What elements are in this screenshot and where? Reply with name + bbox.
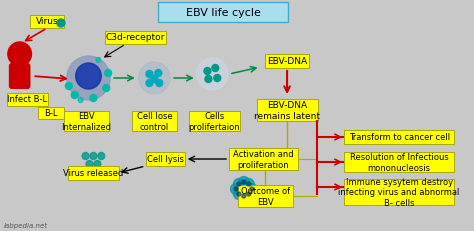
- Text: Outcome of
EBV: Outcome of EBV: [241, 186, 290, 206]
- Text: C3d-receptor: C3d-receptor: [106, 33, 165, 42]
- Circle shape: [76, 64, 101, 90]
- Text: Transform to cancer cell: Transform to cancer cell: [348, 133, 450, 142]
- Circle shape: [57, 20, 65, 28]
- Text: Virus: Virus: [36, 17, 58, 26]
- FancyBboxPatch shape: [256, 100, 318, 122]
- Text: Infect B-L: Infect B-L: [8, 95, 47, 104]
- Circle shape: [96, 58, 101, 63]
- FancyBboxPatch shape: [344, 131, 454, 144]
- Circle shape: [90, 153, 97, 160]
- Circle shape: [237, 182, 241, 186]
- Circle shape: [247, 192, 251, 196]
- Circle shape: [234, 179, 244, 190]
- FancyBboxPatch shape: [7, 93, 48, 106]
- Circle shape: [155, 70, 162, 77]
- Circle shape: [138, 63, 170, 94]
- Circle shape: [238, 191, 249, 202]
- Circle shape: [237, 192, 241, 196]
- Circle shape: [146, 71, 153, 78]
- FancyBboxPatch shape: [9, 64, 30, 90]
- Text: Resolution of Infectious
mononucleosis: Resolution of Infectious mononucleosis: [350, 153, 448, 172]
- FancyBboxPatch shape: [158, 3, 288, 23]
- FancyBboxPatch shape: [132, 112, 177, 131]
- Circle shape: [98, 153, 105, 160]
- Text: Activation and
proliferation: Activation and proliferation: [233, 150, 294, 169]
- Circle shape: [94, 161, 101, 168]
- Circle shape: [204, 68, 211, 75]
- Circle shape: [65, 83, 72, 90]
- Circle shape: [246, 184, 257, 195]
- Circle shape: [230, 184, 241, 195]
- Circle shape: [197, 59, 228, 91]
- Text: Immune sysytem destroy
infecting virus and abnormal
B- cells: Immune sysytem destroy infecting virus a…: [338, 177, 460, 207]
- FancyBboxPatch shape: [189, 112, 240, 131]
- Circle shape: [71, 92, 78, 99]
- Text: Cell lose
control: Cell lose control: [137, 112, 172, 131]
- FancyBboxPatch shape: [64, 112, 109, 131]
- Circle shape: [205, 76, 212, 83]
- Circle shape: [105, 70, 111, 77]
- FancyBboxPatch shape: [30, 15, 64, 28]
- Circle shape: [103, 85, 109, 92]
- Circle shape: [86, 161, 93, 168]
- Circle shape: [234, 189, 244, 200]
- Circle shape: [156, 80, 163, 87]
- Text: B-L: B-L: [45, 109, 58, 118]
- Circle shape: [243, 189, 254, 200]
- Text: EBV life cycle: EBV life cycle: [186, 8, 261, 18]
- Circle shape: [151, 76, 158, 83]
- FancyBboxPatch shape: [344, 179, 454, 205]
- Text: Virus released: Virus released: [63, 169, 124, 178]
- FancyBboxPatch shape: [105, 31, 166, 44]
- Circle shape: [8, 43, 31, 67]
- FancyBboxPatch shape: [38, 108, 64, 119]
- Text: EBV
Internalized: EBV Internalized: [62, 112, 111, 131]
- Text: Cells
prolifertaion: Cells prolifertaion: [189, 112, 240, 131]
- FancyBboxPatch shape: [146, 152, 185, 166]
- Circle shape: [242, 194, 246, 198]
- Circle shape: [243, 179, 254, 190]
- Circle shape: [82, 153, 89, 160]
- Circle shape: [214, 75, 221, 82]
- Text: Cell lysis: Cell lysis: [146, 155, 183, 164]
- FancyBboxPatch shape: [344, 152, 454, 172]
- Text: EBV-DNA: EBV-DNA: [267, 57, 307, 66]
- Text: EBV-DNA
remains latent: EBV-DNA remains latent: [254, 101, 320, 120]
- Circle shape: [238, 177, 249, 188]
- Circle shape: [67, 57, 110, 100]
- Circle shape: [90, 95, 97, 102]
- Text: labpedia.net: labpedia.net: [4, 222, 48, 228]
- Circle shape: [212, 65, 219, 72]
- Circle shape: [247, 182, 251, 186]
- Circle shape: [250, 187, 254, 191]
- Circle shape: [146, 80, 153, 87]
- FancyBboxPatch shape: [265, 55, 309, 69]
- FancyBboxPatch shape: [68, 166, 119, 180]
- Circle shape: [242, 180, 246, 184]
- Circle shape: [78, 98, 83, 103]
- FancyBboxPatch shape: [238, 185, 293, 207]
- FancyBboxPatch shape: [229, 148, 298, 170]
- Circle shape: [234, 187, 238, 191]
